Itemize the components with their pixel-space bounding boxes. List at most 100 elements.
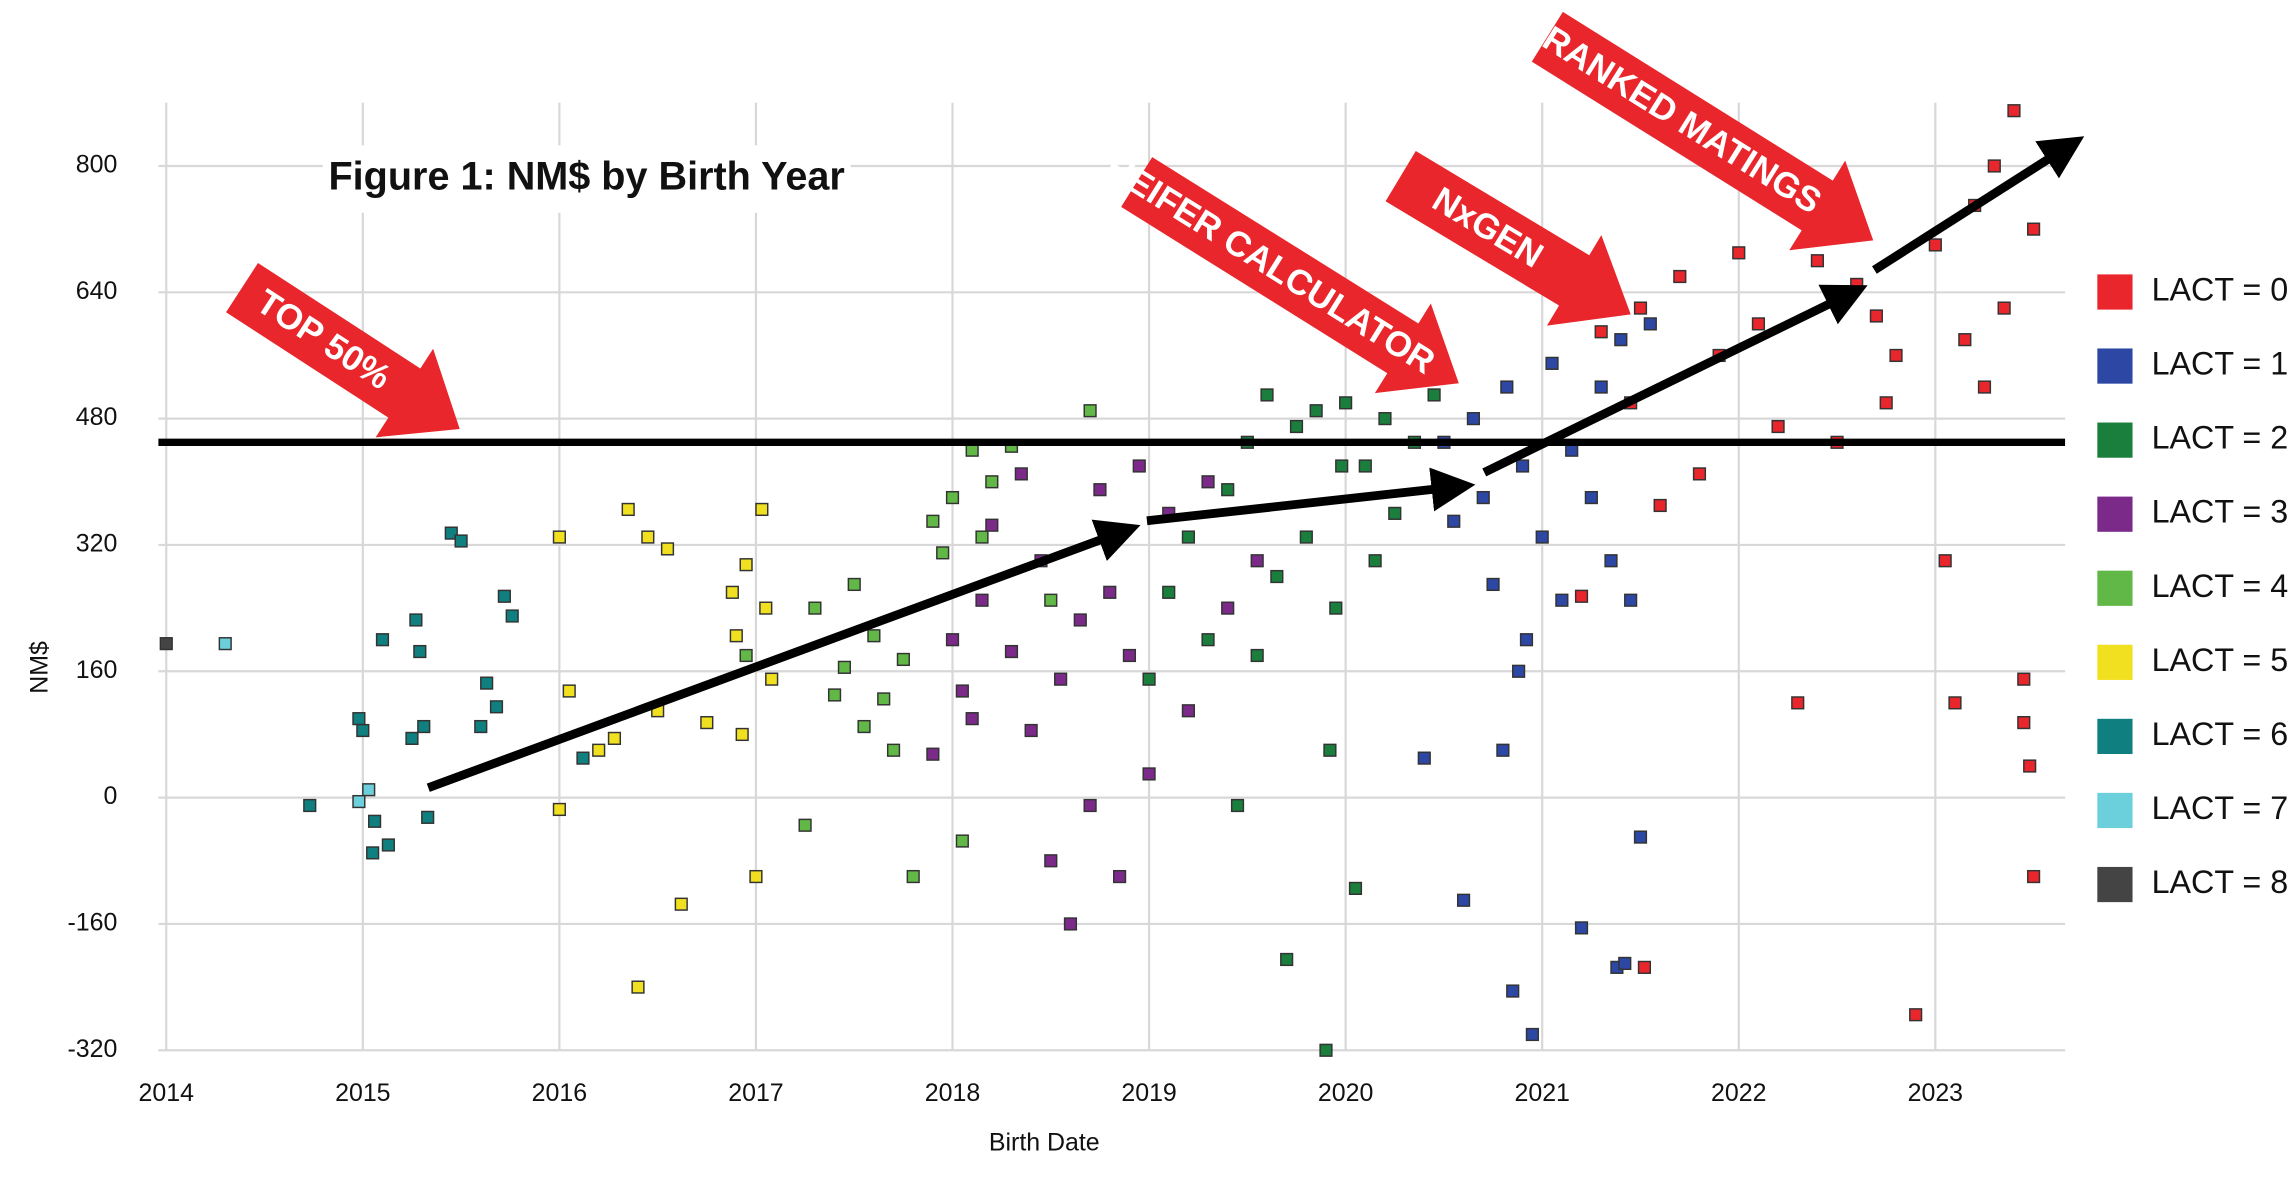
point [1201,633,1215,647]
point [729,629,743,643]
legend-swatch [2097,718,2133,754]
plot-area [158,102,2066,1051]
point [1319,1043,1333,1057]
point [1339,396,1353,410]
point [1024,723,1038,738]
y-tick-label: 320 [76,530,118,558]
legend-label: LACT = 6 [2152,716,2288,752]
point [1732,246,1746,260]
point [1250,648,1264,663]
point [847,577,861,592]
point [739,648,753,663]
point [1545,356,1559,370]
point [1948,696,1962,710]
point [1073,613,1087,627]
x-tick-label: 2023 [1908,1079,1963,1107]
point [1054,672,1068,686]
point [886,743,901,757]
point [1692,467,1707,481]
point [985,475,999,489]
point [1221,483,1235,497]
legend-swatch [2097,792,2133,829]
point [1083,404,1097,418]
point [1142,767,1156,781]
point [381,838,395,852]
point [1643,317,1657,331]
point [759,601,773,615]
point [1987,159,2001,173]
x-axis-label: Birth Date [989,1129,1100,1157]
point [2007,104,2021,118]
point [1476,490,1490,505]
point [1889,348,1903,363]
x-tick-label: 2014 [139,1079,195,1107]
point [1142,672,1156,686]
point [421,810,435,824]
point [497,589,511,603]
point [798,818,812,832]
point [755,502,769,517]
point [1633,301,1648,315]
x-tick-label: 2022 [1711,1079,1766,1107]
point [2027,869,2041,884]
legend-swatch [2097,422,2133,458]
point [985,518,999,532]
point [1270,569,1284,584]
title-box [322,145,851,213]
point [1519,633,1534,647]
point [955,684,969,698]
point [417,719,431,734]
point [413,644,427,659]
x-tick-label: 2017 [728,1079,783,1107]
point [1466,412,1481,426]
point [936,546,950,560]
y-tick-label: 640 [76,277,118,305]
point [1447,514,1461,528]
legend-swatch [2097,644,2133,680]
y-tick-label: -320 [67,1035,117,1063]
point [2017,716,2031,730]
point [965,443,979,457]
point [1997,301,2011,315]
point [945,490,960,505]
point [1309,404,1323,418]
legend-label: LACT = 2 [2152,420,2288,456]
point [1791,696,1805,710]
point [1427,388,1441,402]
point [1653,498,1667,513]
point [1879,396,1893,410]
point [1122,648,1137,663]
point [765,672,779,686]
point [1014,467,1028,481]
point [1417,751,1431,765]
y-axis-label: NM$ [26,641,54,694]
x-tick-label: 2021 [1514,1079,1569,1107]
point [1594,325,1608,339]
point [405,731,419,745]
point [1496,743,1510,757]
point [2017,672,2031,686]
point [1132,459,1146,473]
x-tick-label: 2019 [1121,1079,1176,1107]
point [1329,601,1343,615]
point [837,660,852,674]
point [975,593,989,607]
point [1201,475,1215,489]
point [1230,798,1245,813]
point [739,558,753,572]
point [1574,589,1589,603]
point [1093,483,1107,497]
point [1044,854,1058,868]
point [303,798,317,813]
point [409,613,423,627]
point [1618,956,1632,971]
point [1221,601,1235,615]
point [375,633,390,647]
point [1555,593,1569,607]
legend-swatch [2097,348,2133,384]
point [641,530,655,544]
point [1063,917,1078,931]
point [592,743,606,757]
point [965,712,979,726]
point [1869,309,1883,323]
